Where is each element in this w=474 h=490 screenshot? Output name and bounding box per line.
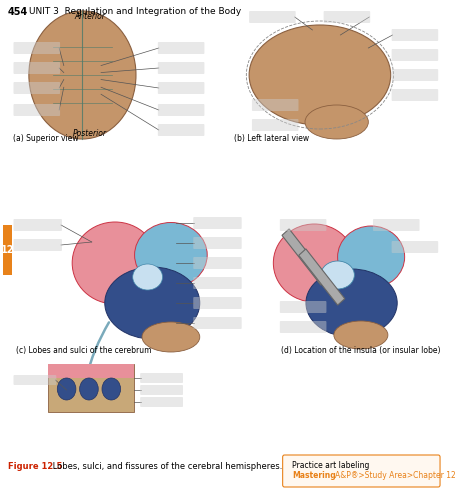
Polygon shape — [299, 249, 345, 305]
Polygon shape — [282, 229, 328, 285]
FancyBboxPatch shape — [392, 29, 438, 41]
FancyBboxPatch shape — [280, 321, 327, 333]
FancyBboxPatch shape — [283, 455, 440, 487]
FancyBboxPatch shape — [158, 62, 204, 74]
FancyBboxPatch shape — [13, 82, 60, 94]
FancyBboxPatch shape — [392, 89, 438, 101]
Text: 12: 12 — [0, 245, 14, 255]
Bar — [3, 225, 12, 275]
Text: Mastering: Mastering — [292, 471, 336, 480]
FancyBboxPatch shape — [158, 104, 204, 116]
FancyBboxPatch shape — [193, 237, 242, 249]
Ellipse shape — [80, 378, 98, 400]
Text: Anterior: Anterior — [74, 12, 105, 21]
FancyBboxPatch shape — [373, 219, 419, 231]
FancyBboxPatch shape — [193, 257, 242, 269]
FancyBboxPatch shape — [392, 49, 438, 61]
Text: Figure 12.5: Figure 12.5 — [8, 462, 62, 471]
FancyBboxPatch shape — [158, 124, 204, 136]
FancyBboxPatch shape — [252, 99, 299, 111]
FancyBboxPatch shape — [193, 217, 242, 229]
Text: UNIT 3  Regulation and Integration of the Body: UNIT 3 Regulation and Integration of the… — [29, 7, 242, 16]
Ellipse shape — [135, 222, 207, 288]
Text: A&P®>Study Area>Chapter 12: A&P®>Study Area>Chapter 12 — [335, 471, 456, 480]
FancyBboxPatch shape — [140, 373, 183, 383]
Ellipse shape — [306, 269, 397, 337]
Text: Lobes, sulci, and fissures of the cerebral hemispheres.: Lobes, sulci, and fissures of the cerebr… — [50, 462, 282, 471]
Ellipse shape — [249, 25, 391, 125]
Text: Practice art labeling: Practice art labeling — [292, 461, 369, 470]
Ellipse shape — [133, 264, 163, 290]
FancyBboxPatch shape — [13, 42, 60, 54]
FancyBboxPatch shape — [140, 397, 183, 407]
FancyBboxPatch shape — [13, 104, 60, 116]
FancyBboxPatch shape — [158, 82, 204, 94]
FancyBboxPatch shape — [324, 11, 370, 23]
Ellipse shape — [273, 224, 356, 302]
Bar — [48, 364, 134, 378]
FancyBboxPatch shape — [280, 219, 327, 231]
Text: (b) Left lateral view: (b) Left lateral view — [234, 134, 310, 143]
FancyBboxPatch shape — [280, 301, 327, 313]
Ellipse shape — [29, 11, 136, 139]
Text: Posterior: Posterior — [73, 129, 107, 138]
FancyBboxPatch shape — [13, 62, 60, 74]
Ellipse shape — [321, 261, 355, 289]
Ellipse shape — [337, 226, 405, 288]
Ellipse shape — [334, 321, 388, 349]
FancyBboxPatch shape — [392, 241, 438, 253]
FancyBboxPatch shape — [392, 69, 438, 81]
Ellipse shape — [142, 322, 200, 352]
Bar — [48, 364, 134, 412]
FancyBboxPatch shape — [249, 11, 296, 23]
Ellipse shape — [305, 105, 368, 139]
Ellipse shape — [105, 267, 200, 339]
Ellipse shape — [72, 222, 158, 304]
Text: 454: 454 — [8, 7, 28, 17]
FancyBboxPatch shape — [193, 297, 242, 309]
FancyBboxPatch shape — [252, 119, 299, 131]
Text: (c) Lobes and sulci of the cerebrum: (c) Lobes and sulci of the cerebrum — [16, 346, 152, 355]
FancyBboxPatch shape — [13, 219, 62, 231]
Ellipse shape — [57, 378, 76, 400]
FancyBboxPatch shape — [13, 239, 62, 251]
FancyBboxPatch shape — [13, 375, 56, 385]
Text: (a) Superior view: (a) Superior view — [13, 134, 78, 143]
FancyBboxPatch shape — [193, 277, 242, 289]
FancyBboxPatch shape — [140, 385, 183, 395]
FancyBboxPatch shape — [193, 317, 242, 329]
Text: (d) Location of the insula (or insular lobe): (d) Location of the insula (or insular l… — [281, 346, 440, 355]
Ellipse shape — [102, 378, 120, 400]
FancyBboxPatch shape — [158, 42, 204, 54]
